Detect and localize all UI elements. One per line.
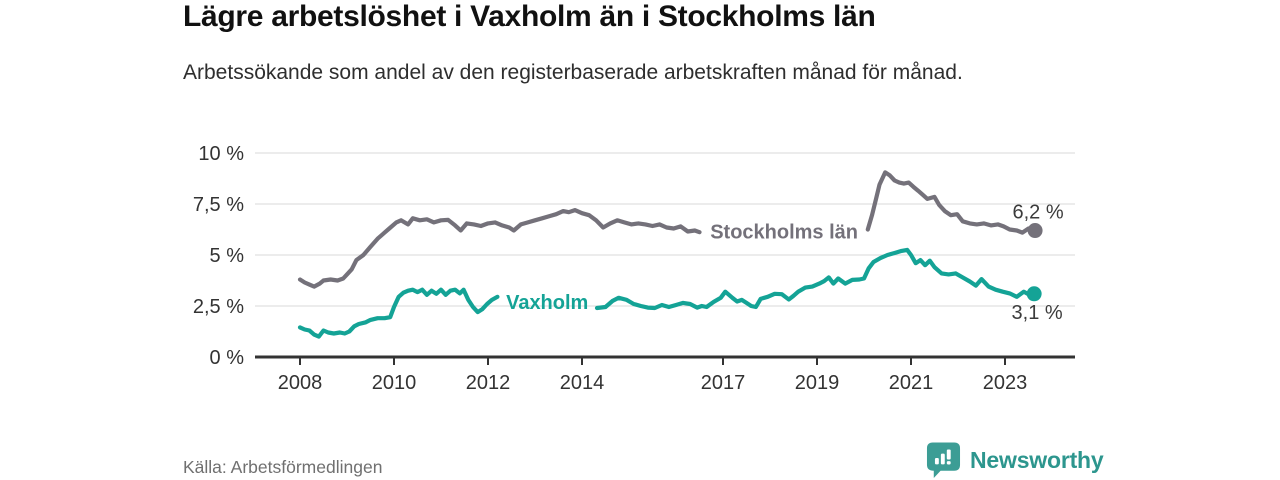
logo-bar-short: [934, 458, 939, 465]
series-line: [865, 170, 1038, 235]
series-line: [297, 287, 500, 339]
series-end-dot: [1027, 223, 1043, 239]
x-tick-label: 2012: [466, 372, 511, 394]
series-line: [594, 247, 1037, 311]
series-end-dot: [1026, 286, 1042, 302]
x-tick-label: 2014: [560, 372, 605, 394]
logo-exclamation-bar: [946, 449, 951, 460]
x-tick-label: 2019: [795, 372, 840, 394]
series-name-label: Stockholms län: [710, 222, 858, 244]
x-tick-label: 2023: [983, 372, 1028, 394]
logo-bar-tall: [940, 453, 945, 465]
series-end-value-label: 6,2 %: [1013, 202, 1064, 224]
x-tick-label: 2008: [278, 372, 323, 394]
series-name-label: Vaxholm: [506, 292, 588, 314]
brand-wordmark: Newsworthy: [970, 446, 1104, 473]
x-tick-label: 2017: [701, 372, 746, 394]
series-end-value-label: 3,1 %: [1012, 302, 1063, 324]
y-tick-label: 0 %: [210, 347, 245, 369]
y-tick-label: 10 %: [198, 143, 244, 165]
series-line: [297, 208, 702, 289]
chart-subtitle: Arbetssökande som andel av den registerb…: [183, 61, 963, 84]
newsworthy-brand: Newsworthy: [926, 441, 1104, 479]
y-tick-label: 2,5 %: [193, 296, 244, 318]
x-tick-label: 2021: [889, 372, 934, 394]
source-note: Källa: Arbetsförmedlingen: [183, 457, 383, 477]
logo-exclamation-dot: [946, 461, 951, 465]
page-title: Lägre arbetslöshet i Vaxholm än i Stockh…: [183, 0, 876, 33]
newsworthy-logo-icon: [926, 442, 961, 478]
x-tick-label: 2010: [372, 372, 417, 394]
y-tick-label: 7,5 %: [193, 194, 244, 216]
y-tick-label: 5 %: [210, 245, 245, 267]
